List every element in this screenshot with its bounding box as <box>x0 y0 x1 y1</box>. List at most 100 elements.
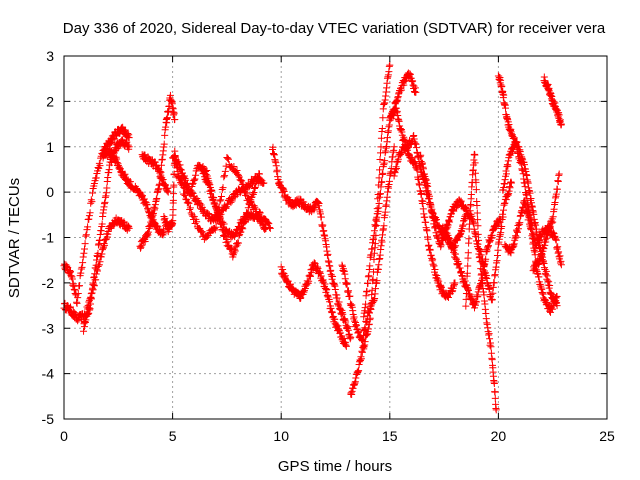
data-point <box>187 187 195 195</box>
y-tick-label: 0 <box>46 184 54 200</box>
data-point <box>369 275 377 283</box>
data-point <box>224 238 232 246</box>
data-point <box>412 88 420 96</box>
series-track-i <box>179 154 274 243</box>
data-point <box>73 299 81 307</box>
x-tick-label: 0 <box>60 428 68 444</box>
y-tick-label: 2 <box>46 93 54 109</box>
data-point <box>219 184 227 192</box>
series-track-m <box>338 143 398 345</box>
series-track-w <box>501 197 561 316</box>
data-point <box>557 120 565 128</box>
data-point <box>186 206 194 214</box>
data-point <box>542 267 550 275</box>
data-point <box>324 250 332 258</box>
data-point <box>515 153 523 161</box>
data-point <box>160 140 168 148</box>
data-point <box>423 227 431 235</box>
data-point <box>473 209 481 217</box>
x-tick-label: 15 <box>382 428 398 444</box>
data-point <box>170 181 178 189</box>
y-tick-label: 1 <box>46 139 54 155</box>
data-point <box>475 236 483 244</box>
data-point <box>466 213 474 221</box>
data-point <box>186 204 194 212</box>
data-point <box>235 232 243 240</box>
data-point <box>451 279 459 287</box>
data-point <box>462 295 470 303</box>
data-point <box>98 220 106 228</box>
data-point <box>462 290 470 298</box>
data-point <box>427 201 435 209</box>
data-point <box>381 208 389 216</box>
data-point <box>491 388 499 396</box>
data-point <box>251 183 259 191</box>
data-point <box>377 134 385 142</box>
data-point <box>329 273 337 281</box>
y-tick-label: -5 <box>42 411 55 427</box>
data-point <box>472 298 480 306</box>
data-point <box>222 204 230 212</box>
data-point <box>190 176 198 184</box>
data-point <box>180 190 188 198</box>
data-point <box>375 199 383 207</box>
data-point <box>79 259 87 267</box>
data-point <box>235 172 243 180</box>
data-point <box>216 213 224 221</box>
data-point <box>370 268 378 276</box>
data-point <box>240 219 248 227</box>
data-point <box>221 231 229 239</box>
data-point <box>153 195 161 203</box>
data-point <box>373 213 381 221</box>
data-point <box>148 216 156 224</box>
data-point <box>198 228 206 236</box>
data-point <box>307 272 315 280</box>
data-point <box>347 333 355 341</box>
data-point <box>486 285 494 293</box>
data-point <box>170 190 178 198</box>
data-point <box>492 406 500 414</box>
data-point <box>471 169 479 177</box>
data-point <box>238 177 246 185</box>
data-point <box>76 282 84 290</box>
data-point <box>488 296 496 304</box>
series-track-j <box>197 164 263 261</box>
data-point <box>103 184 111 192</box>
data-point <box>430 262 438 270</box>
chart-title: Day 336 of 2020, Sidereal Day-to-day VTE… <box>63 20 606 37</box>
data-point <box>553 292 561 300</box>
data-point <box>192 171 200 179</box>
data-point <box>370 227 378 235</box>
x-tick-label: 5 <box>169 428 177 444</box>
data-point <box>90 180 98 188</box>
data-point <box>265 220 273 228</box>
data-point <box>273 166 281 174</box>
data-point <box>526 189 534 197</box>
data-point <box>557 261 565 269</box>
data-point <box>463 281 471 289</box>
data-point <box>169 196 177 204</box>
data-point <box>171 153 179 161</box>
data-point <box>125 143 133 151</box>
data-point <box>489 289 497 297</box>
data-point <box>500 91 508 99</box>
data-point <box>221 167 229 175</box>
data-point <box>160 229 168 237</box>
data-point <box>176 161 184 169</box>
data-point <box>362 300 370 308</box>
data-point <box>239 180 247 188</box>
data-point <box>474 230 482 238</box>
data-point <box>513 228 521 236</box>
data-point <box>82 232 90 240</box>
data-point <box>472 186 480 194</box>
data-point <box>266 224 274 232</box>
data-point <box>326 298 334 306</box>
data-point <box>255 170 263 178</box>
data-point <box>376 156 384 164</box>
data-point <box>87 196 95 204</box>
data-point <box>210 194 218 202</box>
data-point <box>74 289 82 297</box>
data-point <box>251 184 259 192</box>
data-point <box>379 114 387 122</box>
data-point <box>554 243 562 251</box>
